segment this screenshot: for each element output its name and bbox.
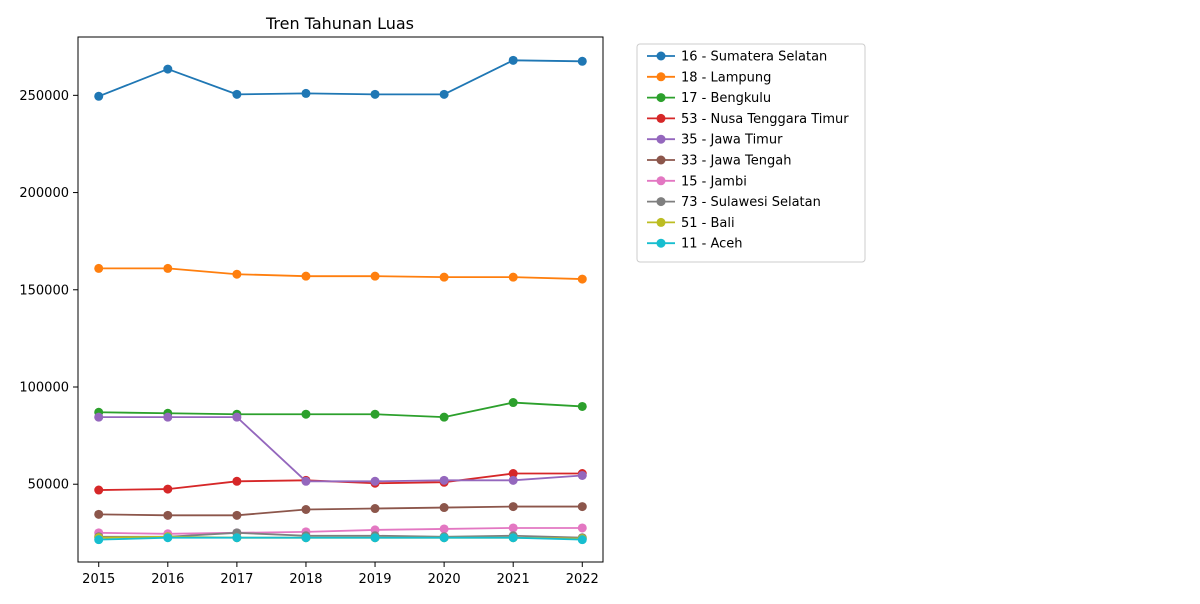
data-point (577, 523, 587, 533)
data-point (439, 412, 449, 422)
data-point (94, 485, 104, 495)
legend-label: 33 - Jawa Tengah (681, 154, 791, 169)
data-point (232, 533, 242, 543)
x-tick-label: 2018 (289, 572, 322, 587)
data-point (577, 401, 587, 411)
data-point (163, 263, 173, 273)
data-point (508, 502, 518, 512)
legend-swatch-marker (656, 238, 666, 248)
data-point (577, 535, 587, 545)
data-point (370, 476, 380, 486)
series-line (98, 527, 583, 535)
data-point (508, 55, 518, 65)
x-tick-label: 2021 (497, 572, 530, 587)
legend-label: 73 - Sulawesi Selatan (681, 195, 821, 210)
legend-swatch-marker (656, 197, 666, 207)
data-point (94, 91, 104, 101)
data-point (301, 476, 311, 486)
data-point (232, 476, 242, 486)
y-tick-label: 100000 (19, 381, 69, 396)
data-point (439, 524, 449, 534)
legend-swatch-marker (656, 93, 666, 103)
data-point (370, 271, 380, 281)
data-point (94, 412, 104, 422)
y-tick-label: 200000 (19, 186, 69, 201)
x-tick-label: 2019 (358, 572, 391, 587)
data-point (577, 56, 587, 66)
data-point (508, 475, 518, 485)
legend-swatch-marker (656, 72, 666, 82)
data-point (94, 263, 104, 273)
legend-swatch-marker (656, 51, 666, 61)
legend-label: 35 - Jawa Timur (681, 133, 783, 148)
data-point (232, 269, 242, 279)
data-point (232, 412, 242, 422)
data-point (577, 274, 587, 284)
data-point (301, 271, 311, 281)
data-point (163, 510, 173, 520)
series-line (98, 536, 583, 541)
data-point (439, 272, 449, 282)
y-tick-label: 50000 (28, 478, 69, 493)
legend-swatch-marker (656, 176, 666, 186)
series-line (98, 505, 583, 517)
data-point (439, 533, 449, 543)
data-point (370, 533, 380, 543)
data-point (439, 475, 449, 485)
data-point (508, 398, 518, 408)
legend-frame (636, 43, 866, 263)
legend-label: 53 - Nusa Tenggara Timur (681, 112, 849, 127)
series-line (98, 416, 583, 483)
legend-label: 17 - Bengkulu (681, 91, 771, 106)
data-point (301, 505, 311, 514)
data-point (370, 89, 380, 99)
data-point (439, 89, 449, 99)
data-point (232, 89, 242, 99)
y-tick-label: 150000 (19, 283, 69, 298)
x-tick-label: 2017 (220, 572, 253, 587)
legend-swatch-marker (656, 155, 666, 165)
data-point (301, 533, 311, 543)
data-point (577, 470, 587, 480)
series-line (98, 401, 583, 419)
data-point (508, 533, 518, 543)
x-tick-label: 2016 (151, 572, 184, 587)
legend-label: 11 - Aceh (681, 237, 743, 252)
data-point (232, 510, 242, 520)
data-point (370, 504, 380, 514)
y-tick-label: 250000 (19, 89, 69, 104)
legend-swatch-marker (656, 134, 666, 144)
legend-swatch-marker (656, 113, 666, 123)
data-point (301, 88, 311, 98)
data-point (508, 469, 518, 479)
data-point (94, 509, 104, 519)
series-line (98, 267, 583, 280)
data-point (163, 484, 173, 494)
x-tick-label: 2015 (82, 572, 115, 587)
legend-label: 51 - Bali (681, 216, 735, 231)
data-point (577, 502, 587, 512)
x-tick-label: 2020 (428, 572, 461, 587)
data-point (163, 533, 173, 543)
series-line (98, 59, 583, 98)
legend-label: 16 - Sumatera Selatan (681, 50, 827, 65)
plot-area: 2015 2016 2017 2018 2019 2020 2021 2022 50000 100… (19, 36, 604, 587)
data-point (370, 409, 380, 419)
data-point (439, 503, 449, 513)
data-point (163, 412, 173, 422)
plot-frame (77, 36, 604, 563)
legend: 16 - Sumatera Selatan 18 - Lampung 17 - Be… (636, 43, 866, 263)
legend-label: 18 - Lampung (681, 70, 771, 85)
legend-swatch-marker (656, 217, 666, 227)
x-tick-label: 2022 (566, 572, 599, 587)
data-point (163, 64, 173, 74)
data-point (94, 535, 104, 545)
data-point (508, 523, 518, 533)
data-point (301, 409, 311, 419)
legend-label: 15 - Jambi (681, 174, 747, 189)
data-point (508, 272, 518, 282)
chart-title: Tren Tahunan Luas (265, 14, 414, 33)
